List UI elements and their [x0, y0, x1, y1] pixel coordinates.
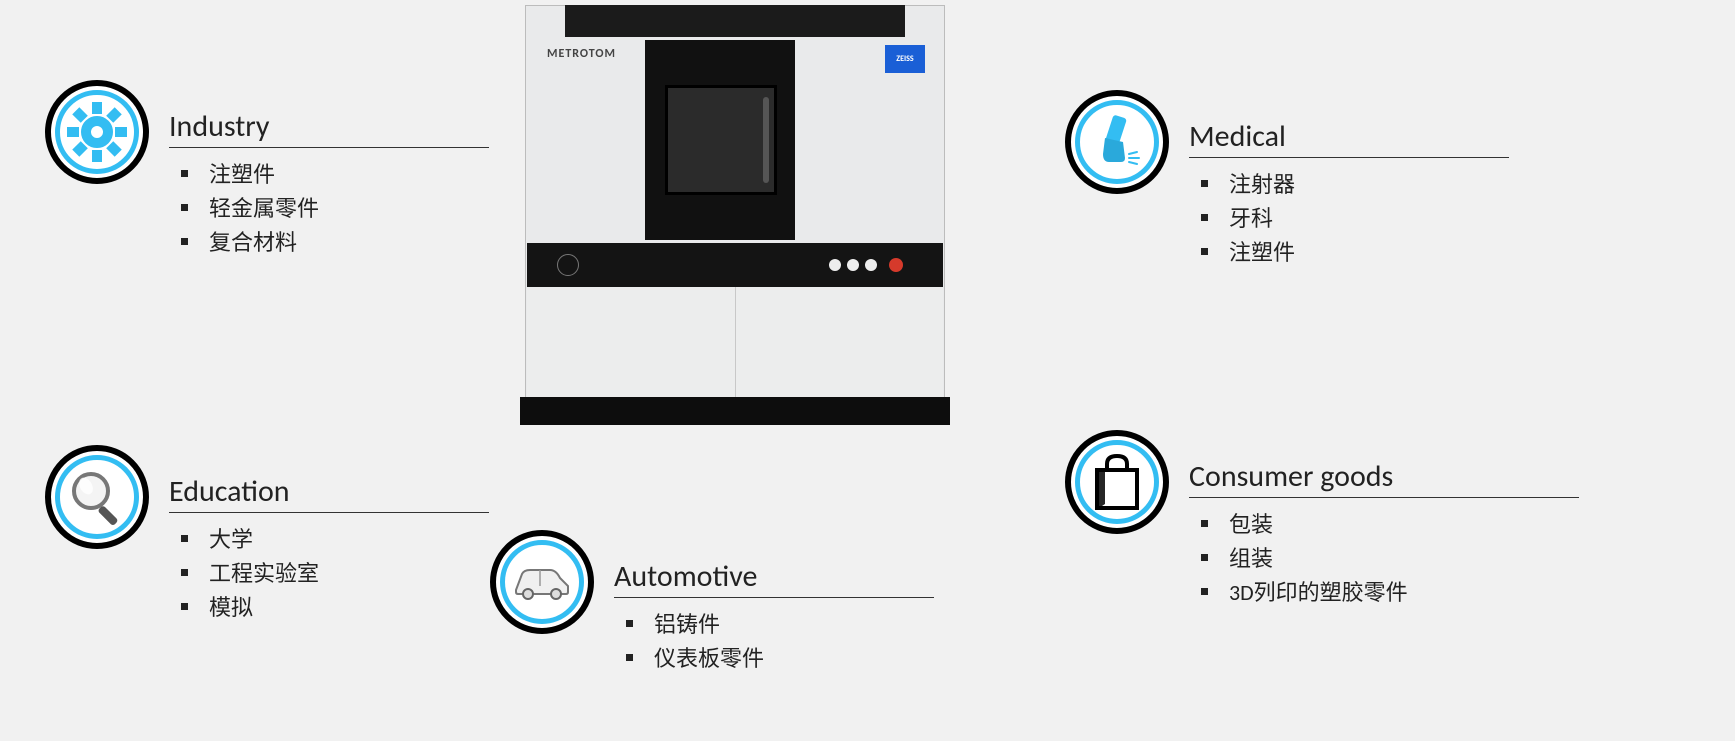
- gear-icon: [65, 100, 129, 164]
- list-item: 牙科: [1201, 202, 1509, 236]
- list-item: 包装: [1201, 508, 1579, 542]
- category-education: Education 大学工程实验室模拟: [45, 445, 489, 625]
- machine-stop-button: [889, 258, 903, 272]
- category-title: Education: [169, 473, 489, 513]
- bag-icon: [1085, 450, 1149, 514]
- list-item: 轻金属零件: [181, 192, 489, 226]
- bag-icon-badge: [1065, 430, 1169, 534]
- machine-doors: [527, 287, 943, 405]
- machine-label: METROTOM: [547, 47, 616, 61]
- category-list: 注塑件轻金属零件复合材料: [181, 158, 489, 260]
- machine-control-panel: [527, 243, 943, 287]
- category-list: 大学工程实验室模拟: [181, 523, 489, 625]
- machine-top-dark: [565, 5, 905, 37]
- list-item: 注塑件: [1201, 236, 1509, 270]
- machine-handle: [763, 97, 769, 183]
- gear-icon-badge: [45, 80, 149, 184]
- inhaler-icon: [1085, 110, 1149, 174]
- category-list: 注射器牙科注塑件: [1201, 168, 1509, 270]
- category-text: Consumer goods 包装组装3D列印的塑胶零件: [1189, 458, 1579, 610]
- list-item: 注塑件: [181, 158, 489, 192]
- category-list: 铝铸件仪表板零件: [626, 608, 934, 676]
- list-item: 大学: [181, 523, 489, 557]
- machine-brand-logo: ZEISS: [885, 45, 925, 73]
- car-icon-badge: [490, 530, 594, 634]
- category-text: Medical 注射器牙科注塑件: [1189, 118, 1509, 270]
- category-title: Consumer goods: [1189, 458, 1579, 498]
- inhaler-icon-badge: [1065, 90, 1169, 194]
- magnifier-icon-badge: [45, 445, 149, 549]
- machine-seal-icon: [557, 254, 579, 276]
- category-title: Medical: [1189, 118, 1509, 158]
- category-title: Industry: [169, 108, 489, 148]
- magnifier-icon: [65, 465, 129, 529]
- list-item: 组装: [1201, 542, 1579, 576]
- machine-illustration: METROTOM ZEISS: [505, 5, 965, 445]
- category-medical: Medical 注射器牙科注塑件: [1065, 90, 1509, 270]
- category-list: 包装组装3D列印的塑胶零件: [1201, 508, 1579, 610]
- category-text: Automotive 铝铸件仪表板零件: [614, 558, 934, 676]
- list-item: 复合材料: [181, 226, 489, 260]
- list-item: 工程实验室: [181, 557, 489, 591]
- list-item: 仪表板零件: [626, 642, 934, 676]
- category-title: Automotive: [614, 558, 934, 598]
- list-item: 3D列印的塑胶零件: [1201, 576, 1579, 610]
- car-icon: [510, 550, 574, 614]
- category-text: Education 大学工程实验室模拟: [169, 473, 489, 625]
- list-item: 铝铸件: [626, 608, 934, 642]
- machine-indicator-dots: [829, 259, 877, 271]
- category-industry: Industry 注塑件轻金属零件复合材料: [45, 80, 489, 260]
- machine-window: [665, 85, 777, 195]
- category-consumer: Consumer goods 包装组装3D列印的塑胶零件: [1065, 430, 1579, 610]
- category-automotive: Automotive 铝铸件仪表板零件: [490, 530, 934, 676]
- machine-base: [520, 397, 950, 425]
- category-text: Industry 注塑件轻金属零件复合材料: [169, 108, 489, 260]
- list-item: 注射器: [1201, 168, 1509, 202]
- list-item: 模拟: [181, 591, 489, 625]
